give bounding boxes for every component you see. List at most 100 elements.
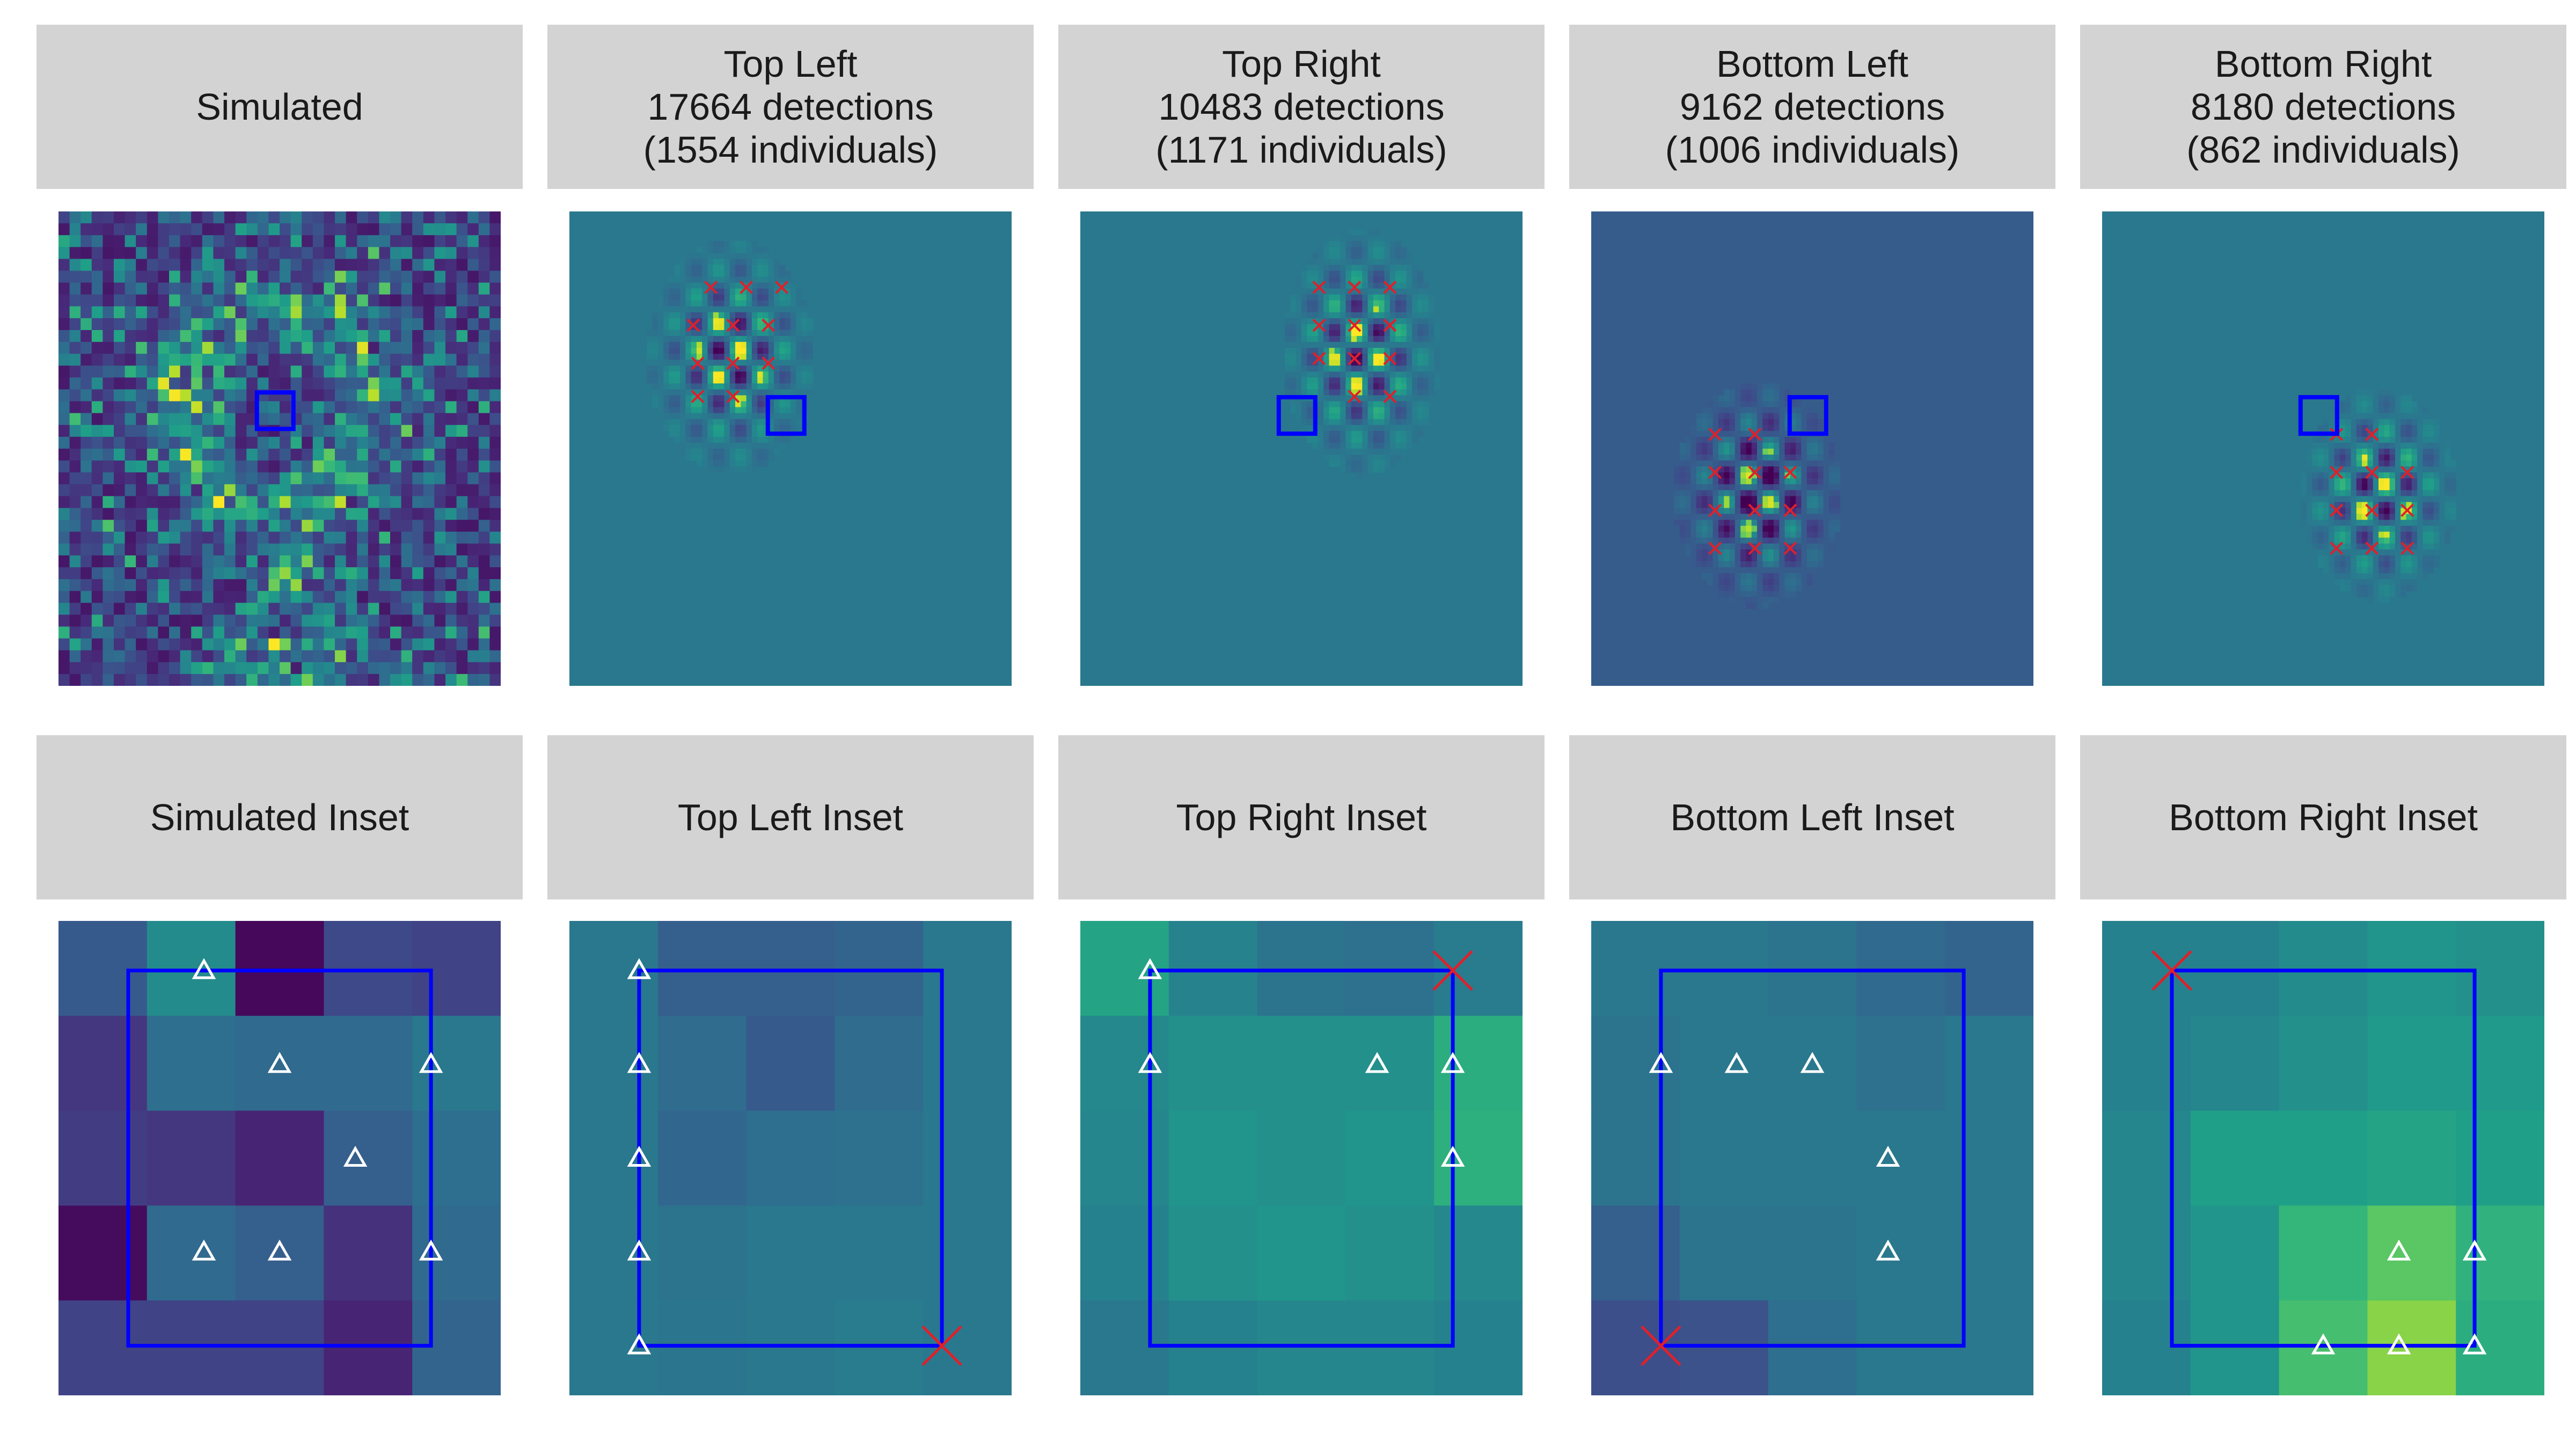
pixel-cell — [2384, 419, 2390, 426]
pixel-cell — [1345, 365, 1352, 372]
pixel-cell — [2428, 430, 2434, 437]
pixel-cell — [685, 442, 692, 449]
pixel-cell — [346, 401, 357, 414]
pixel-cell — [1401, 300, 1407, 307]
pixel-cell — [213, 567, 225, 580]
pixel-cell — [445, 330, 457, 342]
pixel-cell — [1801, 519, 1807, 526]
pixel-cell — [1834, 466, 1841, 473]
pixel-cell — [1401, 270, 1407, 277]
pixel-cell — [1768, 597, 1774, 603]
pixel-cell — [696, 348, 702, 354]
pixel-cell — [2428, 466, 2434, 473]
pixel-cell — [302, 638, 313, 651]
pixel-cell — [467, 579, 479, 591]
pixel-cell — [1340, 354, 1346, 360]
pixel-cell — [379, 603, 391, 615]
pixel-cell — [180, 674, 192, 686]
pixel-cell — [335, 603, 347, 615]
pixel-cell — [1395, 324, 1401, 331]
pixel-cell — [1818, 561, 1824, 568]
pixel-cell — [1746, 425, 1752, 431]
pixel-cell — [434, 413, 446, 426]
pixel-cell — [2362, 413, 2368, 420]
pixel-cell — [58, 365, 70, 378]
pixel-cell — [302, 614, 313, 627]
pixel-cell — [357, 306, 369, 319]
pixel-cell — [1801, 502, 1807, 509]
pixel-cell — [2401, 490, 2407, 496]
pixel-cell — [796, 330, 802, 336]
pixel-cell — [1345, 235, 1352, 241]
pixel-cell — [2317, 519, 2324, 526]
pixel-cell — [1762, 436, 1769, 443]
pixel-cell — [751, 354, 758, 360]
pixel-cell — [791, 294, 796, 301]
pixel-cell — [774, 282, 780, 289]
pixel-cell — [434, 436, 446, 449]
pixel-cell — [257, 638, 269, 651]
pixel-cell — [346, 555, 357, 568]
pixel-cell — [1290, 383, 1297, 390]
pixel-cell — [224, 662, 236, 675]
pixel-cell — [357, 449, 369, 461]
pixel-cell — [2389, 430, 2396, 437]
pixel-cell — [235, 436, 247, 449]
pixel-cell — [489, 401, 501, 414]
pixel-cell — [746, 430, 752, 437]
pixel-cell — [1412, 395, 1418, 402]
pixel-cell — [169, 531, 181, 544]
pixel-cell — [224, 567, 236, 580]
pixel-cell — [751, 348, 758, 354]
pixel-cell — [357, 626, 369, 639]
pixel-cell — [1417, 342, 1424, 348]
pixel-cell — [147, 425, 158, 437]
pixel-cell — [1702, 455, 1708, 461]
pixel-cell — [379, 413, 391, 426]
pixel-cell — [1373, 401, 1379, 408]
pixel-cell — [125, 413, 136, 426]
pixel-cell — [1773, 531, 1780, 538]
pixel-cell — [1724, 449, 1730, 455]
pixel-cell — [280, 436, 291, 449]
pixel-cell — [696, 312, 702, 319]
pixel-cell — [1751, 502, 1758, 509]
pixel-cell — [489, 354, 501, 366]
pixel-cell — [1373, 442, 1379, 449]
pixel-cell — [1417, 318, 1424, 325]
pixel-cell — [1379, 430, 1385, 437]
pixel-cell — [412, 472, 424, 485]
pixel-cell — [1384, 276, 1391, 283]
pixel-cell — [724, 276, 730, 283]
pixel-cell — [335, 259, 347, 272]
pixel-cell — [2312, 508, 2318, 515]
pixel-cell — [158, 496, 170, 509]
pixel-cell — [757, 300, 764, 307]
pixel-cell — [779, 419, 786, 426]
detection-cross — [1748, 503, 1762, 517]
pixel-cell — [1690, 472, 1697, 479]
pixel-cell — [91, 365, 103, 378]
pixel-cell — [1823, 508, 1829, 515]
pixel-cell — [2379, 413, 2384, 420]
pixel-cell — [746, 247, 752, 253]
pixel-cell — [2317, 442, 2324, 449]
pixel-cell — [702, 371, 708, 378]
pixel-cell — [2339, 455, 2346, 461]
pixel-cell — [423, 650, 435, 663]
pixel-cell — [741, 442, 747, 449]
pixel-cell — [1357, 229, 1363, 236]
pixel-cell — [2323, 508, 2329, 515]
pixel-cell — [191, 270, 203, 283]
pixel-cell — [368, 484, 379, 496]
pixel-cell — [1735, 383, 1741, 390]
pixel-cell — [1779, 413, 1785, 420]
pixel-cell — [768, 413, 774, 420]
pixel-cell — [467, 365, 479, 378]
pixel-cell — [257, 543, 269, 556]
pixel-cell — [2356, 519, 2362, 526]
pixel-cell — [80, 519, 92, 532]
pixel-cell — [489, 508, 501, 521]
pixel-cell — [412, 638, 424, 651]
pixel-cell — [1362, 383, 1368, 390]
